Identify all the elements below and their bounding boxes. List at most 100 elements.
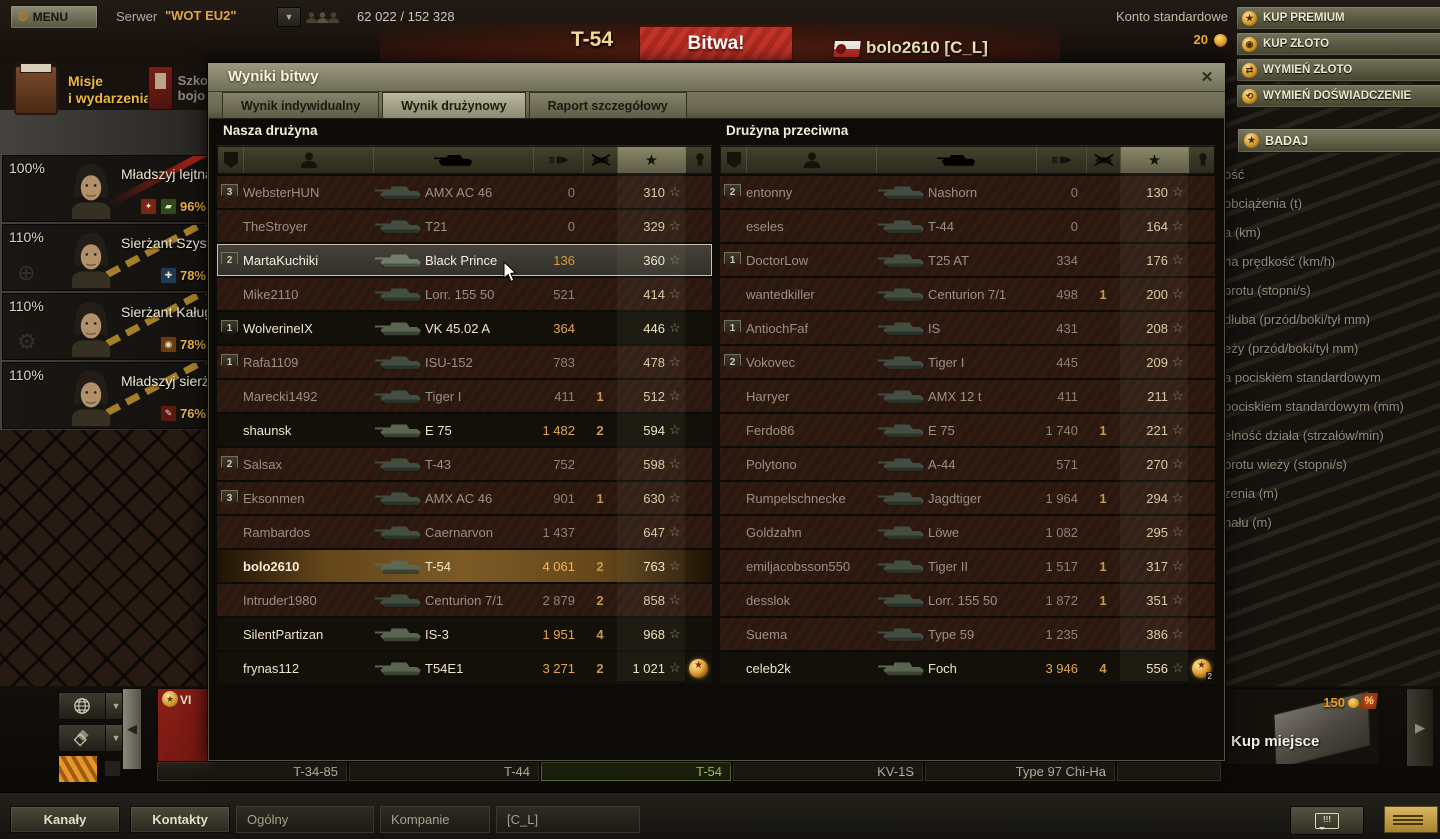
team-row[interactable]: Goldzahn Löwe 1 082 295 ☆ ★ [720,516,1215,548]
team-row[interactable]: emiljacobsson550 Tiger II 1 517 1 317 ☆ … [720,550,1215,582]
experience-column-icon[interactable]: ★ [618,147,686,173]
team-row[interactable]: 2 Salsax T-43 752 598 ☆ ★ [217,448,712,480]
tank-icon [373,285,425,304]
crew-member-card[interactable]: 110% ⚙ Sierżant Kaługin ◉ 78% [2,293,213,360]
team-row[interactable]: 3 Eksonmen AMX AC 46 901 1 630 ☆ ★ [217,482,712,514]
team-row[interactable]: Rambardos Caernarvon 1 437 647 ☆ ★ [217,516,712,548]
medal-icon: ★ [689,658,708,678]
squad-badge: 1 [724,319,741,337]
team-row[interactable]: 1 DoctorLow T25 AT 334 176 ☆ ★ [720,244,1215,276]
research-button[interactable]: ★ BADAJ [1237,128,1440,153]
results-tab[interactable]: Raport szczegółowy [528,92,687,118]
tank-icon [876,659,928,678]
contacts-button[interactable]: Kontakty [130,806,230,833]
tank-name-plate[interactable]: KV-1S [733,762,923,781]
crew-member-card[interactable]: 110% ⊕ Sierżant Szyszk ✚ 78% [2,224,213,291]
player-flag-icon [832,40,862,58]
medal-icon: ★ 2 [1192,658,1214,681]
team-row[interactable]: shaunsk E 75 1 482 2 594 ☆ ★ [217,414,712,446]
store-button[interactable]: ◉ KUP ZŁOTO [1236,32,1440,56]
class-filter[interactable]: ▼ [58,724,127,752]
team-row[interactable]: 1 AntiochFaf IS 431 208 ☆ ★ [720,312,1215,344]
kills-value: 4 [1099,660,1107,676]
team-row[interactable]: 2 MartaKuchiki Black Prince 136 360 ☆ ★ [217,244,712,276]
results-tab[interactable]: Wynik indywidualny [222,92,380,118]
results-tab[interactable]: Wynik drużynowy [382,92,526,118]
buy-slot-card[interactable]: 150 % Kup miejsce [1222,688,1380,765]
premium-filter-button[interactable] [58,755,98,783]
channel-tab-label: [C_L] [507,812,539,827]
carousel-right-arrow[interactable]: ▶ [1406,688,1434,767]
tank-name: Lorr. 155 50 [928,592,998,608]
filter-checkbox[interactable] [104,760,121,777]
crew-skill-percent: 96% [179,199,206,214]
tank-name-plate[interactable]: Type 97 Chi-Ha [925,762,1115,781]
battle-school-label: Szko bojo [177,73,208,103]
channel-tab[interactable]: Kompanie [380,806,490,833]
damage-value: 752 [553,456,575,472]
notifications-button[interactable] [1384,806,1438,833]
tank-name: Löwe [928,524,960,540]
team-row[interactable]: Suema Type 59 1 235 386 ☆ ★ [720,618,1215,650]
tank-name-plate[interactable] [1117,762,1221,781]
vehicle-stat-label: ość [1224,167,1245,182]
tank-name-plate[interactable]: T-54 [541,762,731,781]
battle-button[interactable]: Bitwa! [639,26,793,61]
team-row[interactable]: wantedkiller Centurion 7/1 498 1 200 ☆ ★ [720,278,1215,310]
team-row[interactable]: 1 Rafa1109 ISU-152 783 478 ☆ ★ [217,346,712,378]
menu-button[interactable]: ⚙ MENU [10,5,98,29]
tank-icon [373,421,425,440]
team-row[interactable]: 2 entonny Nashorn 0 130 ☆ ★ [720,176,1215,208]
team-row[interactable]: Rumpelschnecke Jagdtiger 1 964 1 294 ☆ ★ [720,482,1215,514]
player-name: shaunsk [243,422,292,438]
store-button[interactable]: ⇄ WYMIEŃ ZŁOTO [1236,58,1440,82]
kills-value: 1 [1099,490,1107,506]
crew-member-card[interactable]: 110% Mładszyj sierża ✎ 76% [2,362,213,429]
team-row[interactable]: Mike2110 Lorr. 155 50 521 414 ☆ ★ [217,278,712,310]
kills-column-icon [584,147,618,173]
channel-tab[interactable]: [C_L] [496,806,640,833]
team-row[interactable]: Harryer AMX 12 t 411 211 ☆ ★ [720,380,1215,412]
team-row[interactable]: bolo2610 T-54 4 061 2 763 ☆ ★ [217,550,712,582]
team-row[interactable]: celeb2k Foch 3 946 4 556 ☆ ★ 2 [720,652,1215,684]
tank-name: AMX AC 46 [425,490,493,506]
team-row[interactable]: SilentPartizan IS-3 1 951 4 968 ☆ ★ [217,618,712,650]
team-row[interactable]: desslok Lorr. 155 50 1 872 1 351 ☆ ★ [720,584,1215,616]
vehicle-column-icon [374,147,534,173]
tank-name-plate[interactable]: T-44 [349,762,539,781]
premium-star-icon: ★ [1242,10,1257,26]
channels-button[interactable]: Kanały [10,806,120,833]
team-row[interactable]: eseles T-44 0 164 ☆ ★ [720,210,1215,242]
player-name: Mike2110 [243,286,299,302]
dialog-titlebar[interactable]: Wyniki bitwy ✕ [208,63,1225,92]
crew-portrait [67,366,115,426]
battle-school-button[interactable]: Szko bojo [148,62,208,114]
server-dropdown[interactable]: ▼ [277,7,301,27]
team-row[interactable]: Ferdo86 E 75 1 740 1 221 ☆ ★ [720,414,1215,446]
vehicle-stat-label: brotu wieży (stopni/s) [1224,457,1347,472]
store-button[interactable]: ⟲ WYMIEŃ DOŚWIADCZENIE [1236,84,1440,108]
store-button[interactable]: ★ KUP PREMIUM [1236,6,1440,30]
chat-button[interactable]: !!! [1290,806,1364,835]
nation-filter[interactable]: ▼ [58,692,127,720]
player-name: entonny [746,184,793,200]
crew-member-card[interactable]: 100% Mładszyj lejtnan ✦ ▰ 96% [2,155,213,222]
experience-column-icon[interactable]: ★ [1121,147,1189,173]
team-row[interactable]: 2 Vokovec Tiger I 445 209 ☆ ★ [720,346,1215,378]
star-icon: ☆ [669,184,681,199]
team-row[interactable]: Polytono A-44 571 270 ☆ ★ [720,448,1215,480]
team-row[interactable]: frynas112 T54E1 3 271 2 1 021 ☆ ★ [217,652,712,684]
team-row[interactable]: 3 WebsterHUN AMX AC 46 0 310 ☆ ★ [217,176,712,208]
tank-name-plate[interactable]: T-34-85 [157,762,347,781]
channel-tab[interactable]: Ogólny [236,806,374,833]
team-row[interactable]: Marecki1492 Tiger I 411 1 512 ☆ ★ [217,380,712,412]
team-row[interactable]: 1 WolverineIX VK 45.02 A 364 446 ☆ ★ [217,312,712,344]
player-name: frynas112 [243,660,300,676]
team-row[interactable]: TheStroyer T21 0 329 ☆ ★ [217,210,712,242]
carousel-left-arrow[interactable]: ◀ [122,688,142,770]
missions-button[interactable]: Misje i wydarzenia [10,62,206,118]
squad-column-icon [218,147,244,173]
team-row[interactable]: Intruder1980 Centurion 7/1 2 879 2 858 ☆… [217,584,712,616]
close-icon[interactable]: ✕ [1200,69,1214,86]
xp-value: 360 [643,252,665,268]
